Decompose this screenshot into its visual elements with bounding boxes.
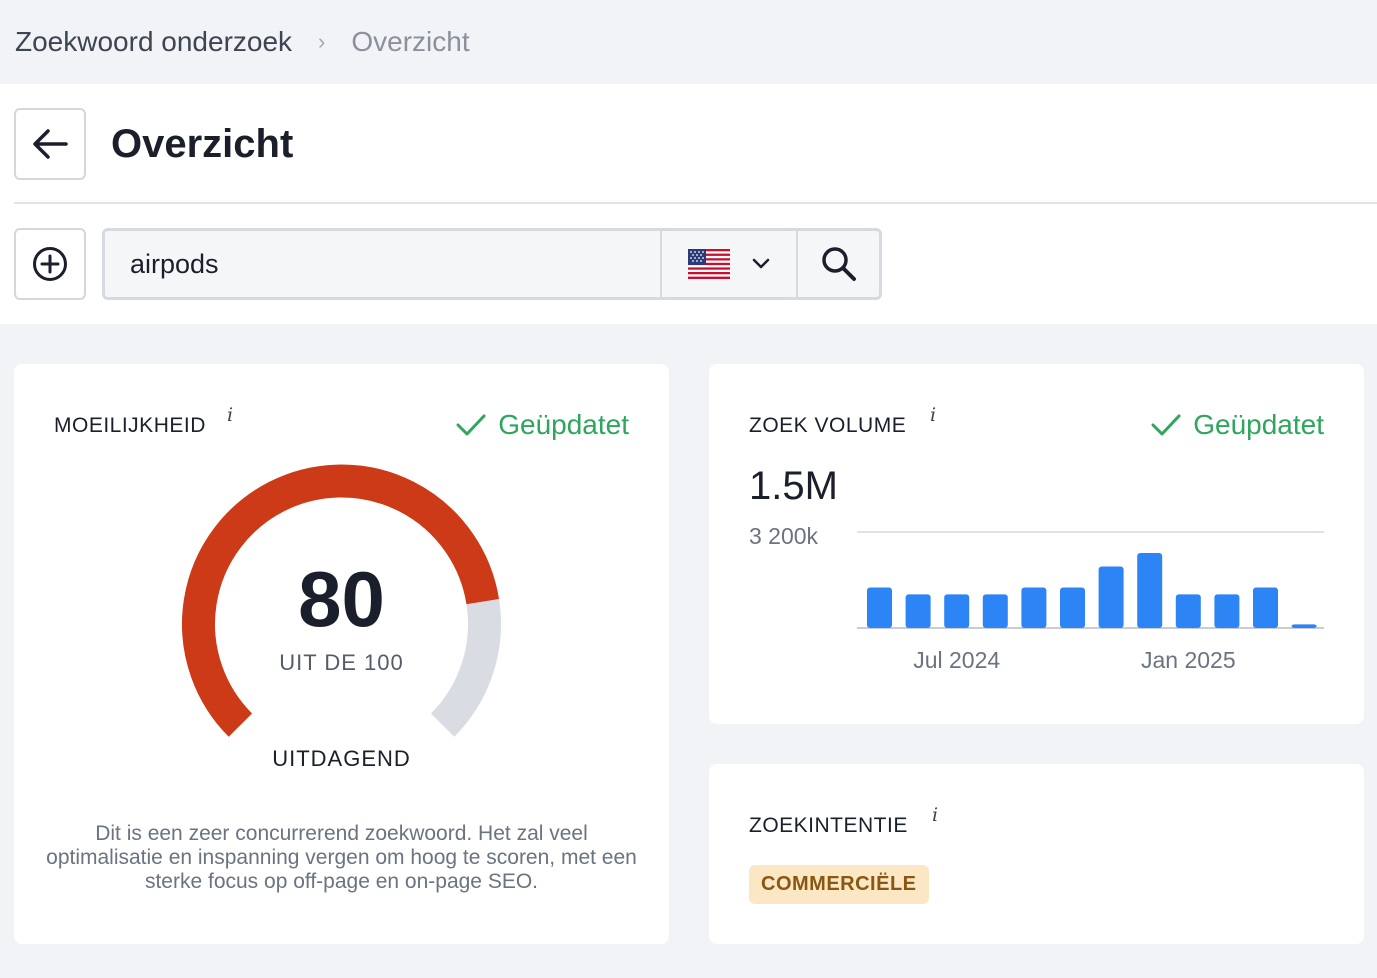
gauge-track: [430, 599, 501, 737]
check-icon: [1151, 414, 1181, 436]
breadcrumb-item-keyword-research[interactable]: Zoekwoord onderzoek: [15, 26, 293, 57]
difficulty-score-sub: UIT DE 100: [279, 650, 404, 675]
intent-badge: COMMERCIËLE: [749, 865, 929, 904]
breadcrumb: Zoekwoord onderzoek › Overzicht: [0, 0, 1377, 84]
back-button[interactable]: [14, 108, 86, 180]
x-tick-label: Jan 2025: [1141, 647, 1236, 673]
volume-bar[interactable]: [1291, 624, 1317, 628]
difficulty-label: MOEILIJKHEID: [54, 414, 206, 437]
volume-info-icon[interactable]: i: [930, 404, 937, 426]
breadcrumb-item-current: Overzicht: [351, 26, 470, 57]
difficulty-updated-text: Geüpdatet: [498, 409, 629, 440]
add-keyword-button[interactable]: [14, 228, 86, 300]
volume-bar[interactable]: [1098, 566, 1124, 629]
volume-updated-status: Geüpdatet: [1151, 409, 1324, 441]
difficulty-score: 80: [298, 555, 385, 643]
difficulty-description: Dit is een zeer concurrerend zoekwoord. …: [46, 822, 637, 893]
volume-value: 1.5M: [749, 464, 838, 508]
volume-bar[interactable]: [1137, 553, 1163, 628]
country-select[interactable]: [660, 231, 796, 297]
volume-bar[interactable]: [1021, 587, 1047, 629]
search-intent-card: ZOEKINTENTIE i COMMERCIËLE: [709, 764, 1364, 944]
volume-bar[interactable]: [867, 587, 892, 629]
volume-bar[interactable]: [1253, 587, 1278, 629]
volume-label: ZOEK VOLUME: [749, 414, 907, 437]
chevron-down-icon: [752, 258, 770, 269]
arrow-left-icon: [33, 129, 68, 159]
volume-chart: 3 200k Jul 2024 Jan 2025: [749, 523, 1324, 673]
header-panel: Overzicht: [0, 84, 1377, 324]
check-icon: [456, 414, 486, 436]
search-button[interactable]: [796, 231, 879, 297]
search-icon: [821, 247, 856, 281]
volume-bar[interactable]: [1214, 594, 1240, 628]
intent-info-icon[interactable]: i: [932, 804, 939, 826]
difficulty-level: UITDAGEND: [272, 746, 411, 771]
volume-bar[interactable]: [944, 594, 970, 628]
difficulty-card: MOEILIJKHEID i Geüpdatet 80 UIT DE 100 U…: [14, 364, 669, 944]
difficulty-updated-status: Geüpdatet: [456, 409, 629, 441]
header-divider: [14, 202, 1377, 204]
volume-bar[interactable]: [1175, 594, 1201, 628]
difficulty-info-icon[interactable]: i: [227, 404, 234, 426]
us-flag-icon: [688, 249, 730, 279]
keyword-input[interactable]: [105, 231, 660, 297]
difficulty-gauge: [182, 464, 501, 737]
x-tick-label: Jul 2024: [913, 647, 1000, 673]
breadcrumb-separator: ›: [318, 29, 326, 54]
y-tick-label: 3 200k: [749, 523, 819, 549]
keyword-search-bar: [102, 228, 882, 300]
intent-label: ZOEKINTENTIE: [749, 814, 908, 837]
search-volume-card: ZOEK VOLUME i Geüpdatet 1.5M 3 200k Jul …: [709, 364, 1364, 724]
gauge-fill: [182, 464, 500, 737]
page-title: Overzicht: [111, 122, 294, 166]
plus-circle-icon: [33, 247, 67, 281]
volume-bar[interactable]: [982, 594, 1008, 628]
volume-bar[interactable]: [1060, 587, 1085, 629]
volume-bar[interactable]: [905, 594, 931, 628]
volume-updated-text: Geüpdatet: [1193, 409, 1324, 440]
